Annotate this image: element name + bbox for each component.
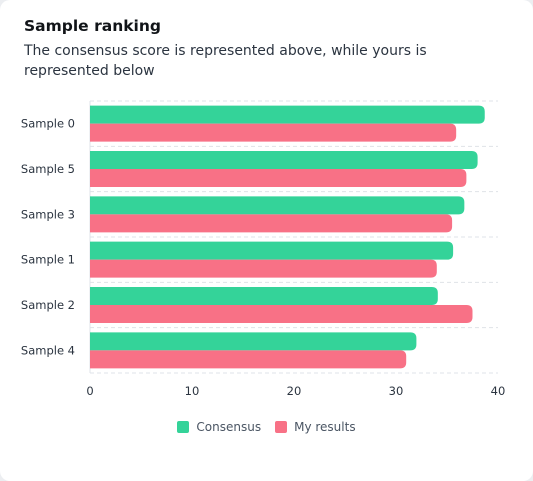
x-axis-ticks: 0 10 20 30 40 <box>86 384 505 398</box>
bar-consensus-sample-1[interactable] <box>90 241 454 260</box>
bar-my-results-sample-4[interactable] <box>90 350 407 369</box>
bar-my-results-sample-1[interactable] <box>90 259 437 278</box>
legend-item-consensus[interactable]: Consensus <box>177 420 261 434</box>
bar-consensus-sample-3[interactable] <box>90 196 465 215</box>
category-labels: Sample 0 Sample 5 Sample 3 Sample 1 Sample 2… <box>21 117 75 358</box>
bar-my-results-sample-0[interactable] <box>90 123 457 142</box>
category-label: Sample 2 <box>21 298 75 312</box>
category-label: Sample 5 <box>21 162 75 176</box>
chart-title: Sample ranking <box>24 17 161 35</box>
legend-item-my-results[interactable]: My results <box>275 420 356 434</box>
bar-my-results-sample-2[interactable] <box>90 305 473 323</box>
bars <box>90 105 485 369</box>
bar-consensus-sample-0[interactable] <box>90 105 485 124</box>
chart-subtitle: The consensus score is represented above… <box>24 43 427 79</box>
x-tick-label: 20 <box>287 384 302 398</box>
x-tick-label: 40 <box>491 384 506 398</box>
category-label: Sample 0 <box>21 117 75 131</box>
legend-swatch-my-results <box>275 421 288 433</box>
x-tick-label: 30 <box>389 384 404 398</box>
legend-label-consensus: Consensus <box>196 420 262 434</box>
bar-consensus-sample-5[interactable] <box>90 151 478 169</box>
bar-consensus-sample-2[interactable] <box>90 287 438 305</box>
x-tick-label: 0 <box>86 384 93 398</box>
bar-consensus-sample-4[interactable] <box>90 332 417 351</box>
category-label: Sample 4 <box>21 343 75 357</box>
bar-my-results-sample-3[interactable] <box>90 214 453 233</box>
legend-swatch-consensus <box>177 421 190 433</box>
grid-lines <box>89 100 498 374</box>
x-tick-label: 10 <box>185 384 200 398</box>
chart-legend: Consensus My results <box>0 420 533 434</box>
category-label: Sample 1 <box>21 253 75 267</box>
category-label: Sample 3 <box>21 207 75 221</box>
bar-my-results-sample-5[interactable] <box>90 169 467 187</box>
legend-label-my-results: My results <box>294 420 356 434</box>
